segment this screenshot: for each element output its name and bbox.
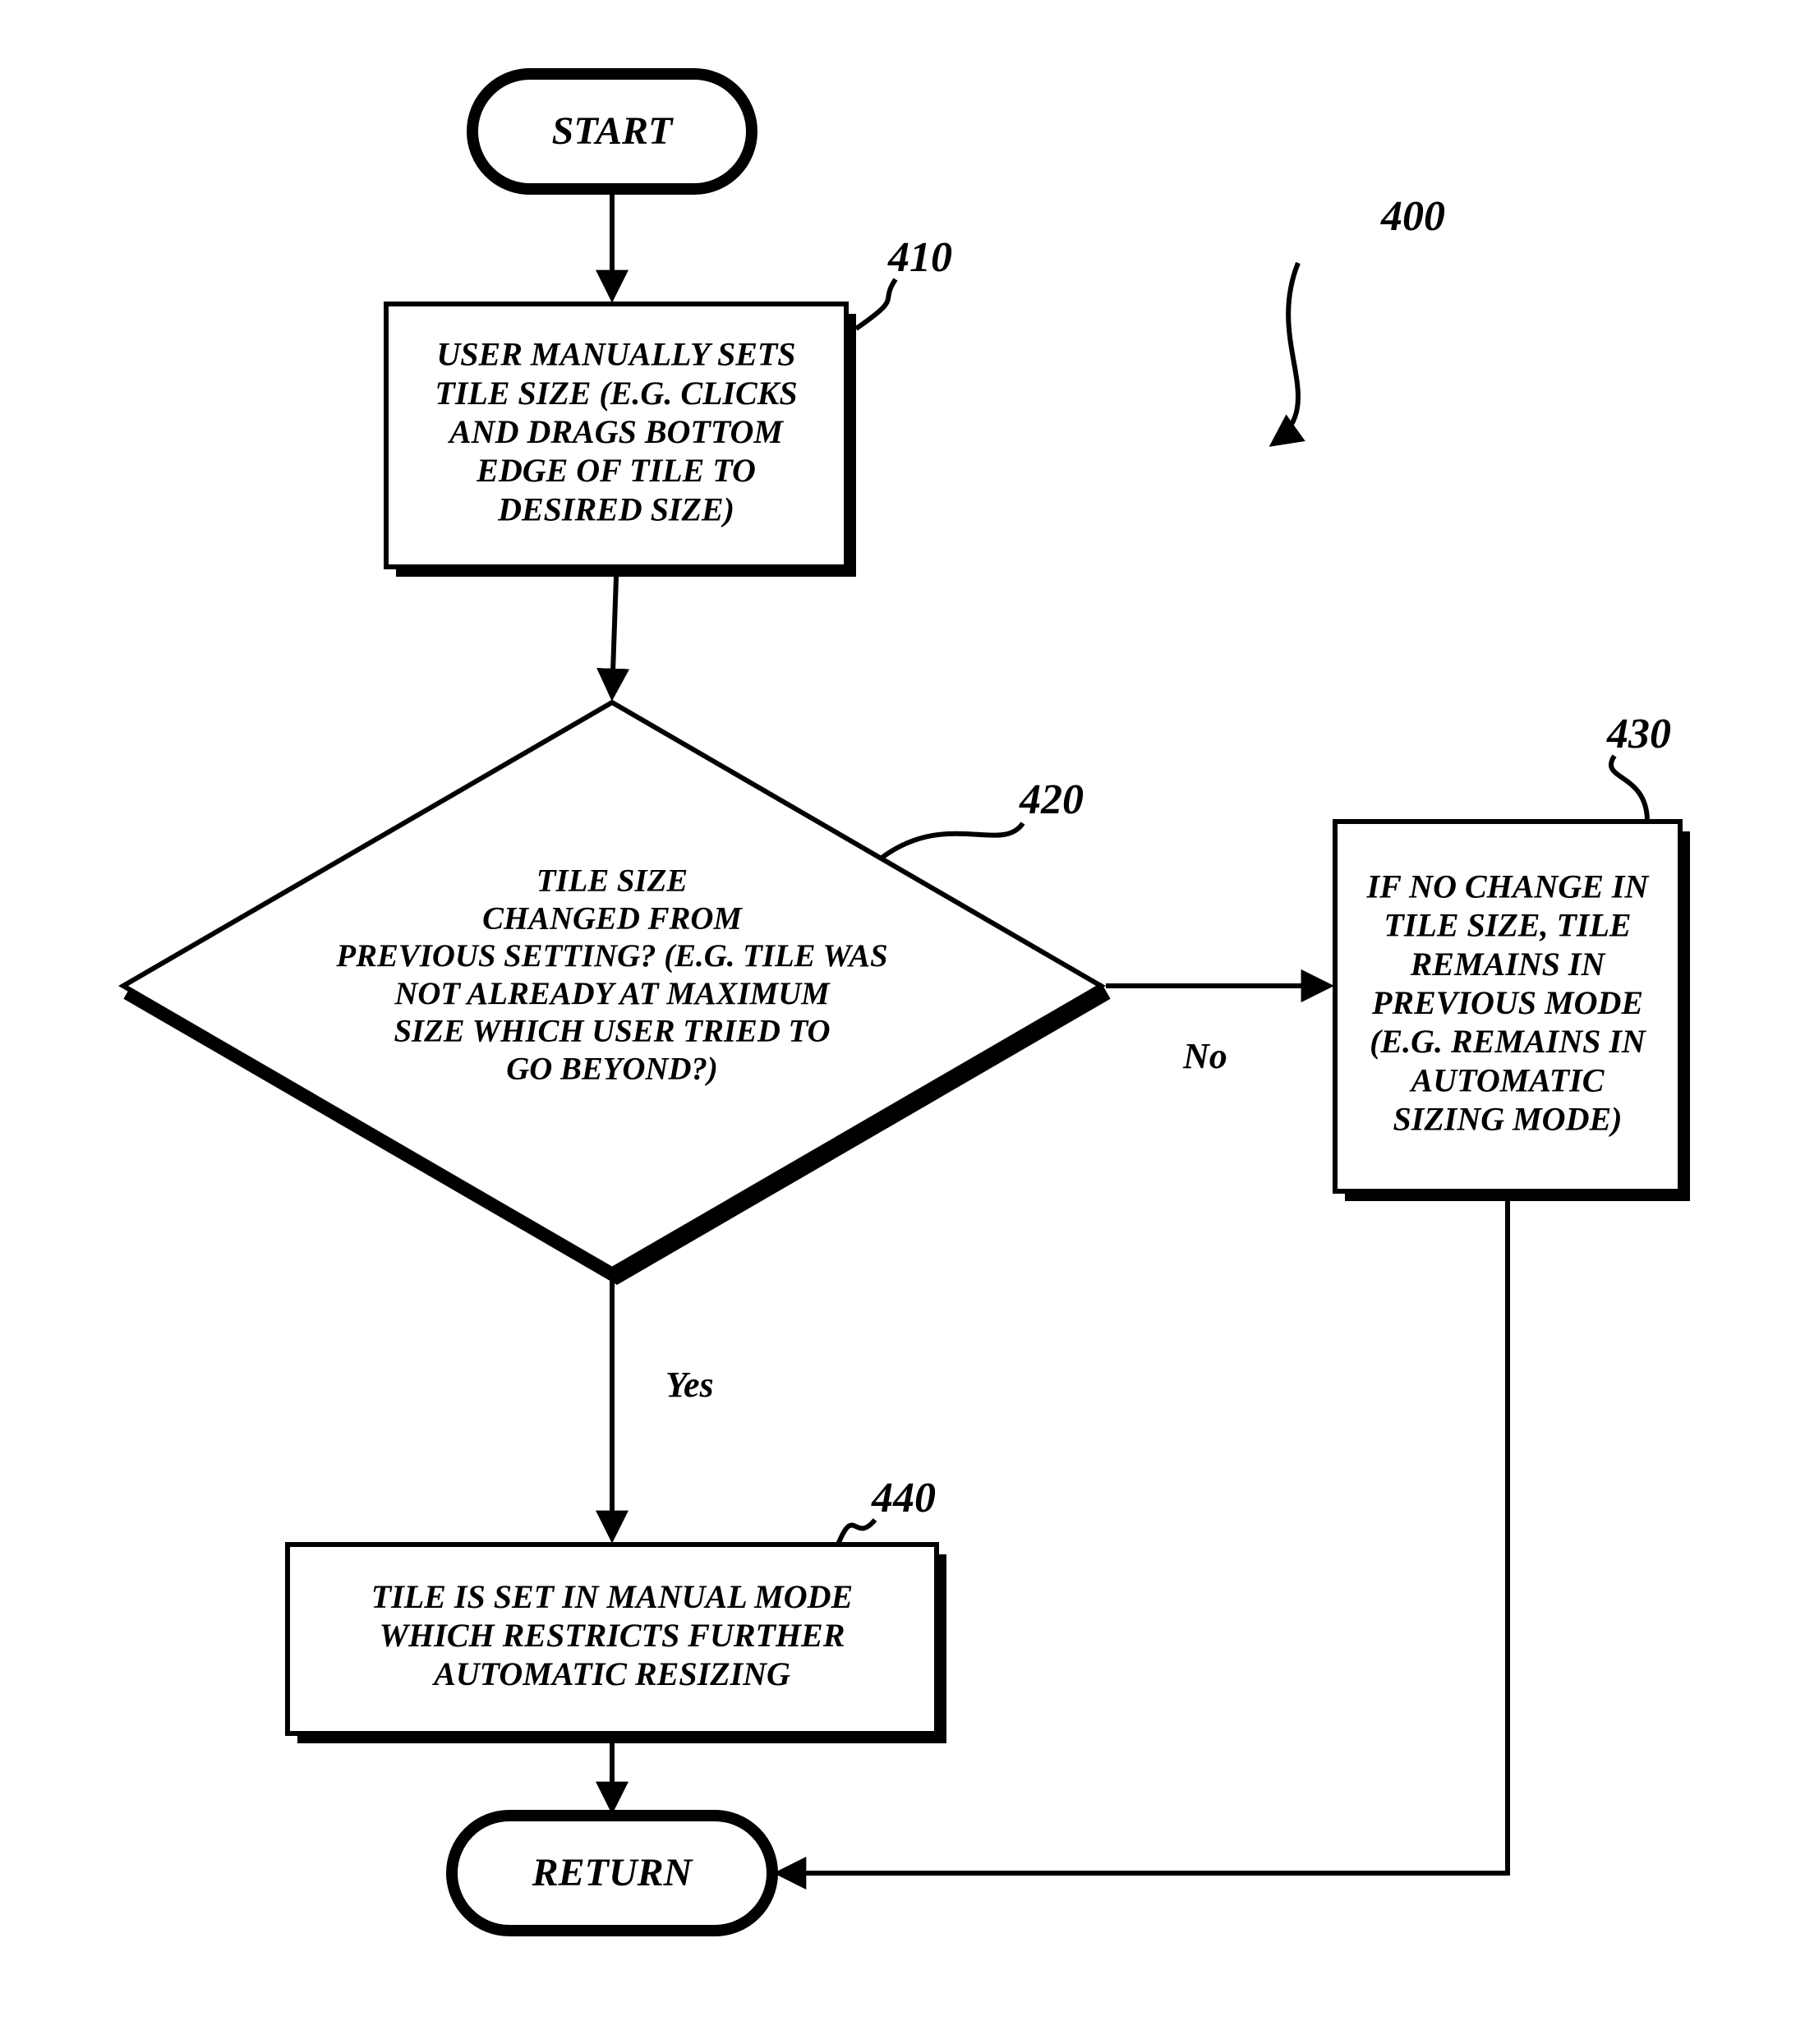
ref-430-leader: [1611, 756, 1647, 822]
figure-ref-400: 400: [1380, 193, 1445, 240]
ref-410: 410: [887, 234, 952, 281]
start-label: START: [552, 109, 674, 153]
return-label: RETURN: [532, 1851, 694, 1894]
node-440-text: TILE IS SET IN MANUAL MODEWHICH RESTRICT…: [371, 1578, 853, 1692]
ref-410-leader: [856, 279, 896, 329]
edge-420-430-label: No: [1182, 1036, 1227, 1076]
ref-440-leader: [838, 1520, 875, 1545]
ref-430: 430: [1606, 711, 1671, 757]
figure-ref-400-arrow: [1273, 263, 1298, 444]
ref-420-leader: [881, 823, 1023, 859]
ref-440: 440: [871, 1475, 936, 1521]
edge-430-return: [779, 1201, 1508, 1873]
edge-410-420: [612, 577, 616, 696]
ref-420: 420: [1019, 776, 1084, 823]
edge-420-440-label: Yes: [665, 1365, 714, 1405]
